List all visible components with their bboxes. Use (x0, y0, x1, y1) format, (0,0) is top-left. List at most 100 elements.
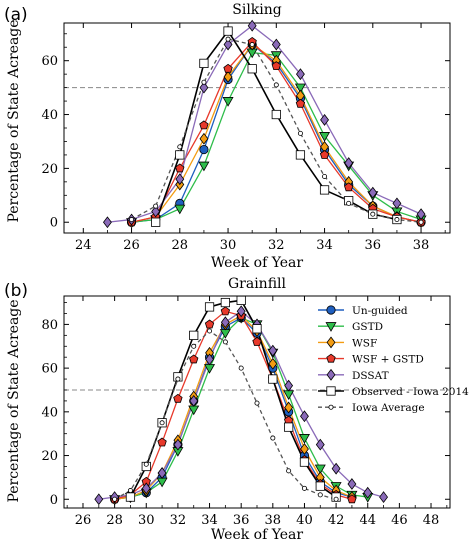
observed-iowa-2014-point (271, 109, 281, 120)
dssat-point (223, 38, 233, 51)
x-tick-label: 40 (296, 513, 313, 528)
wsf-gstd-point (319, 150, 330, 159)
observed-iowa-2014-point (252, 324, 262, 334)
dssat-point (173, 438, 183, 451)
y-tick-label: 40 (41, 108, 58, 123)
observed-iowa-2014-point (319, 185, 330, 195)
wsf-gstd-point (252, 336, 262, 346)
legend-label: DSSAT (352, 370, 389, 382)
grainfill-panel: (b) Grainfill Week of Year Percentage of… (4, 276, 469, 543)
grainfill-xlabel: Week of Year (211, 527, 303, 543)
legend-marker (328, 404, 334, 410)
dssat-point (347, 478, 357, 490)
un-guided-line (114, 317, 353, 500)
observed-iowa-2014-point (236, 295, 246, 305)
gstd-point (314, 464, 326, 475)
observed-iowa-2014-point (268, 374, 278, 384)
iowa-average-point (175, 376, 181, 382)
observed-iowa-2014-point (204, 302, 215, 312)
dssat-line (98, 310, 384, 500)
dssat-point (271, 38, 281, 51)
x-tick-label: 32 (170, 513, 187, 528)
dssat-point (368, 186, 378, 199)
iowa-average-point (249, 42, 255, 48)
silking-ylabel: Percentage of State Acreage (6, 19, 22, 222)
iowa-average-point (201, 79, 207, 85)
dssat-point (189, 394, 199, 407)
y-tick-label: 0 (50, 493, 58, 508)
silking-plot-area: 24 26 28 30 32 34 36 38 0 20 40 60 (41, 19, 451, 253)
silking-panel: (a) Silking Week of Year Percentage of S… (4, 2, 451, 271)
dssat-point (141, 482, 151, 495)
iowa-average-point (297, 130, 303, 136)
observed-iowa-2014-point (175, 150, 185, 160)
iowa-average-point (322, 173, 328, 179)
observed-iowa-2014-point (220, 297, 230, 308)
dssat-point (416, 208, 426, 221)
dssat-point (151, 205, 161, 218)
x-tick-label: 46 (391, 513, 408, 528)
observed-iowa-2014-point (125, 492, 136, 502)
iowa-average-point (129, 217, 135, 223)
iowa-average-point (301, 485, 307, 491)
silking-xlabel: Week of Year (211, 255, 303, 271)
observed-iowa-2014-point (151, 217, 161, 227)
panel-a-label: (a) (4, 5, 28, 25)
dssat-point (94, 493, 104, 506)
gstd-point (294, 83, 306, 94)
x-tick-label: 42 (328, 513, 345, 528)
dssat-point (205, 353, 214, 366)
iowa-average-point (225, 36, 231, 42)
x-tick-label: 24 (75, 238, 92, 253)
wsf-gstd-point (175, 163, 185, 173)
wsf-gstd-point (271, 61, 281, 71)
iowa-average-point (333, 496, 339, 502)
iowa-average-point (222, 339, 228, 345)
grainfill-title: Grainfill (228, 276, 287, 292)
wsf-point (300, 443, 309, 455)
un-guided-point (199, 144, 209, 155)
y-tick-label: 40 (41, 405, 58, 420)
iowa-average-point (270, 435, 276, 441)
dssat-point (268, 344, 278, 357)
legend-label: GSTD (352, 321, 383, 333)
dssat-line (107, 24, 422, 223)
dssat-point (157, 467, 167, 479)
dssat-point (199, 81, 209, 94)
legend: Un-guided GSTD WSF WSF + GSTD DSSAT Observed … (318, 305, 469, 414)
gstd-line (131, 51, 422, 223)
observed-iowa-2014-point (284, 422, 294, 432)
observed-iowa-2014-point (189, 330, 199, 340)
dssat-point (379, 491, 388, 503)
iowa-average-points (112, 328, 339, 502)
y-tick-label: 20 (41, 162, 58, 177)
iowa-average-points (129, 36, 424, 225)
x-tick-label: 32 (268, 238, 285, 253)
x-tick-label: 34 (201, 513, 218, 528)
y-tick-label: 60 (41, 54, 58, 69)
wsf-point (223, 70, 233, 83)
x-tick-label: 30 (138, 513, 155, 528)
dssat-point (392, 197, 402, 210)
silking-title: Silking (232, 2, 282, 18)
x-tick-label: 34 (316, 238, 333, 253)
legend-label: Observed - Iowa 2014 (352, 386, 469, 398)
dssat-point (247, 19, 257, 32)
iowa-average-point (153, 203, 159, 209)
x-tick-label: 26 (123, 238, 140, 253)
dssat-point (344, 157, 354, 169)
iowa-average-point (273, 82, 279, 88)
observed-iowa-2014-point (315, 481, 325, 491)
observed-iowa-2014-point (199, 58, 209, 68)
observed-iowa-2014-line (129, 299, 337, 498)
dssat-point (102, 216, 112, 229)
legend-marker (326, 368, 336, 381)
wsf-gstd-point (199, 120, 209, 130)
x-tick-label: 48 (423, 513, 440, 528)
iowa-average-point (370, 211, 376, 217)
iowa-average-point (127, 488, 133, 494)
gstd-point (319, 132, 331, 142)
iowa-average-point (418, 219, 424, 225)
iowa-average-point (112, 496, 118, 502)
